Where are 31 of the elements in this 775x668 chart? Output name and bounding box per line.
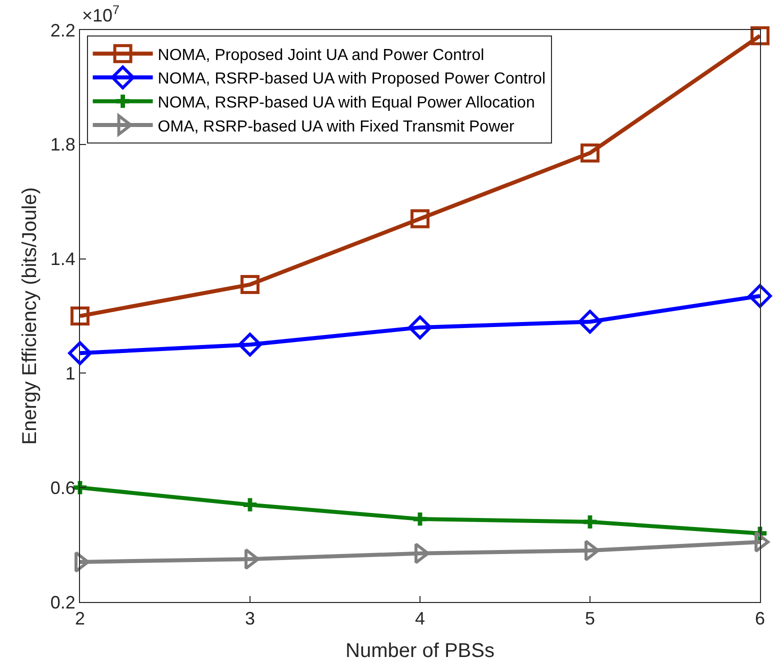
point [68, 341, 92, 366]
legend-label: NOMA, Proposed Joint UA and Power Control [158, 46, 484, 64]
point [750, 26, 770, 46]
legend-label: NOMA, RSRP-based UA with Equal Power Allocation [158, 94, 535, 112]
x-tick-label: 2 [74, 608, 86, 629]
x-tick-label: 5 [584, 608, 596, 629]
point [243, 498, 257, 512]
text: ×10$^{7}$ [82, 3, 120, 26]
y-tick-label: 1 [65, 364, 76, 384]
point [748, 284, 772, 308]
point [410, 209, 430, 228]
y-tick-label: 0.6 [50, 478, 76, 498]
y-tick-label: 2.2 [50, 20, 76, 40]
y-axis-title: Energy Efficiency (bits/Joule) [18, 187, 41, 445]
y-tick-label: 1.8 [50, 134, 76, 155]
point [240, 275, 260, 294]
point [238, 332, 262, 356]
point [408, 316, 432, 340]
point [578, 310, 602, 334]
point [413, 512, 427, 526]
point [583, 515, 597, 529]
x-tick-label: 3 [244, 608, 256, 629]
legend-label: OMA, RSRP-based UA with Fixed Transmit Power [158, 118, 516, 136]
point [580, 143, 600, 162]
y-tick-label: 1.4 [50, 249, 76, 270]
legend-label: NOMA, RSRP-based UA with Proposed Power Control [158, 70, 546, 88]
x-tick-label: 4 [414, 608, 426, 629]
y-tick-label: 0.2 [50, 592, 76, 612]
x-tick-label: 6 [754, 608, 766, 629]
point [70, 306, 90, 326]
x-axis-title: Number of PBSs [346, 640, 494, 662]
